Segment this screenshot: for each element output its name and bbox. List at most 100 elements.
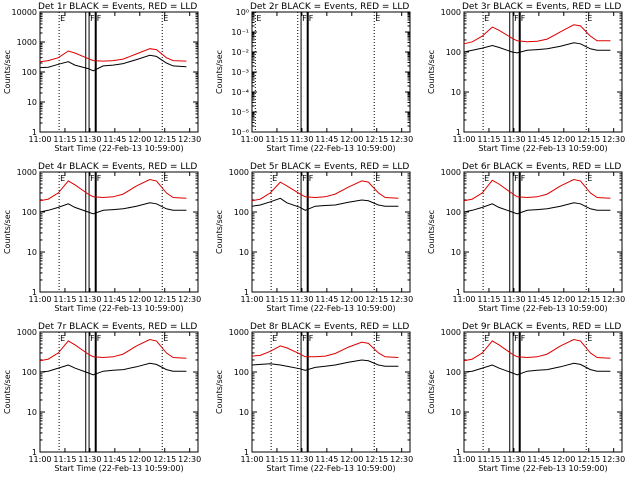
- x-axis-label: Start Time (22-Feb-13 10:59:00): [54, 464, 183, 473]
- x-axis-label: Start Time (22-Feb-13 10:59:00): [478, 144, 607, 153]
- y-tick-label: 100: [446, 48, 461, 57]
- marker-label: E: [272, 174, 277, 183]
- marker-label: E: [163, 174, 168, 183]
- det-panel-1: Det 1r BLACK = Events, RED = LLD 1 10 100 10…: [3, 2, 201, 153]
- marker-label: F: [514, 174, 519, 183]
- y-tick-label: 10⁻⁶: [231, 128, 249, 137]
- y-tick-label: 1000: [17, 328, 37, 337]
- y-tick-label: 1: [32, 128, 37, 137]
- y-tick-label: 10⁻²: [231, 48, 249, 57]
- x-tick-label: 11:45: [527, 455, 550, 464]
- x-tick-label: 11:15: [265, 455, 288, 464]
- x-axis-label: Start Time (22-Feb-13 10:59:00): [266, 304, 395, 313]
- marker-label: E: [163, 14, 168, 23]
- y-axis-label: Counts/sec: [427, 370, 436, 414]
- plot-frame: [463, 171, 623, 293]
- plot-frame: [463, 331, 623, 453]
- series-line-lld: [251, 180, 399, 202]
- plot-frame: [251, 331, 411, 453]
- x-axis-label: Start Time (22-Feb-13 10:59:00): [54, 144, 183, 153]
- x-tick-label: 11:00: [240, 295, 263, 304]
- y-tick-label: 1000: [441, 328, 461, 337]
- marker-label: F: [90, 334, 95, 343]
- marker-label: F: [302, 14, 307, 23]
- y-axis-label: Counts/sec: [3, 210, 12, 254]
- panel-title: Det 1r BLACK = Events, RED = LLD: [38, 2, 197, 12]
- x-tick-label: 11:00: [452, 455, 475, 464]
- plot-frame: [463, 11, 623, 133]
- marker-label: E: [375, 174, 380, 183]
- series-line-lld: [463, 338, 611, 362]
- marker-label: F: [309, 14, 314, 23]
- x-tick-label: 11:15: [53, 295, 76, 304]
- det-panel-6: Det 6r BLACK = Events, RED = LLD 1 10 100 10…: [427, 162, 625, 313]
- y-tick-label: 1000: [17, 168, 37, 177]
- x-tick-label: 11:30: [78, 295, 101, 304]
- y-axis-label: Counts/sec: [3, 370, 12, 414]
- det-panel-2: Det 2r BLACK = Events, RED = LLD 10⁻⁶ 10⁻⁵…: [215, 2, 413, 153]
- det-panel-8: Det 8r BLACK = Events, RED = LLD 1 10 100 10…: [215, 322, 413, 473]
- y-tick-label: 10⁻¹: [231, 28, 249, 37]
- marker-label: E: [163, 334, 168, 343]
- y-tick-label: 10⁰: [236, 8, 249, 17]
- y-tick-label: 10000: [12, 8, 37, 17]
- x-tick-label: 11:00: [240, 455, 263, 464]
- det-panel-4: Det 4r BLACK = Events, RED = LLD 1 10 100 10…: [3, 162, 201, 313]
- x-axis-label: Start Time (22-Feb-13 10:59:00): [478, 464, 607, 473]
- y-tick-label: 1000: [229, 168, 249, 177]
- x-tick-label: 12:15: [577, 135, 600, 144]
- marker-label: E: [60, 174, 65, 183]
- x-tick-label: 12:00: [128, 135, 151, 144]
- y-tick-label: 100: [446, 368, 461, 377]
- x-tick-label: 12:15: [153, 295, 176, 304]
- plot-frame: [251, 11, 411, 133]
- x-tick-label: 11:45: [315, 455, 338, 464]
- marker-label: E: [484, 334, 489, 343]
- series-line-lld: [39, 178, 187, 202]
- det-panel-9: Det 9r BLACK = Events, RED = LLD 1 10 100 10…: [427, 322, 625, 473]
- x-axis-label: Start Time (22-Feb-13 10:59:00): [54, 304, 183, 313]
- x-tick-label: 12:30: [602, 135, 625, 144]
- marker-label: E: [484, 174, 489, 183]
- marker-label: E: [256, 14, 261, 23]
- marker-label: F: [521, 14, 526, 23]
- x-tick-label: 12:00: [340, 455, 363, 464]
- y-tick-label: 1: [32, 288, 37, 297]
- series-line-lld: [39, 48, 187, 63]
- marker-label: E: [60, 14, 65, 23]
- y-tick-label: 100: [234, 368, 249, 377]
- marker-label: F: [97, 334, 102, 343]
- marker-label: E: [587, 14, 592, 23]
- marker-label: E: [587, 174, 592, 183]
- series-line-lld: [463, 178, 611, 202]
- y-tick-label: 10⁻⁴: [231, 88, 249, 97]
- x-tick-label: 11:15: [265, 295, 288, 304]
- x-tick-label: 11:30: [502, 455, 525, 464]
- x-tick-label: 11:30: [290, 295, 313, 304]
- x-tick-label: 11:15: [53, 135, 76, 144]
- x-tick-label: 11:00: [28, 135, 51, 144]
- plot-frame: [39, 11, 199, 133]
- panel-title: Det 5r BLACK = Events, RED = LLD: [250, 162, 409, 172]
- x-tick-label: 11:45: [527, 135, 550, 144]
- x-tick-label: 11:15: [477, 455, 500, 464]
- x-tick-label: 11:00: [28, 455, 51, 464]
- x-tick-label: 11:30: [290, 135, 313, 144]
- x-tick-label: 12:15: [153, 455, 176, 464]
- panel-title: Det 6r BLACK = Events, RED = LLD: [462, 162, 621, 172]
- y-tick-label: 100: [22, 368, 37, 377]
- x-tick-label: 11:45: [103, 135, 126, 144]
- series-line-lld: [39, 338, 187, 362]
- panel-title: Det 4r BLACK = Events, RED = LLD: [38, 162, 197, 172]
- x-tick-label: 11:45: [103, 455, 126, 464]
- y-axis-label: Counts/sec: [427, 210, 436, 254]
- series-line-events: [39, 202, 187, 215]
- y-tick-label: 10: [451, 248, 461, 257]
- x-tick-label: 12:00: [340, 295, 363, 304]
- y-tick-label: 1: [456, 448, 461, 457]
- panel-title: Det 2r BLACK = Events, RED = LLD: [250, 2, 409, 12]
- x-tick-label: 11:15: [265, 135, 288, 144]
- y-tick-label: 10⁻³: [231, 68, 249, 77]
